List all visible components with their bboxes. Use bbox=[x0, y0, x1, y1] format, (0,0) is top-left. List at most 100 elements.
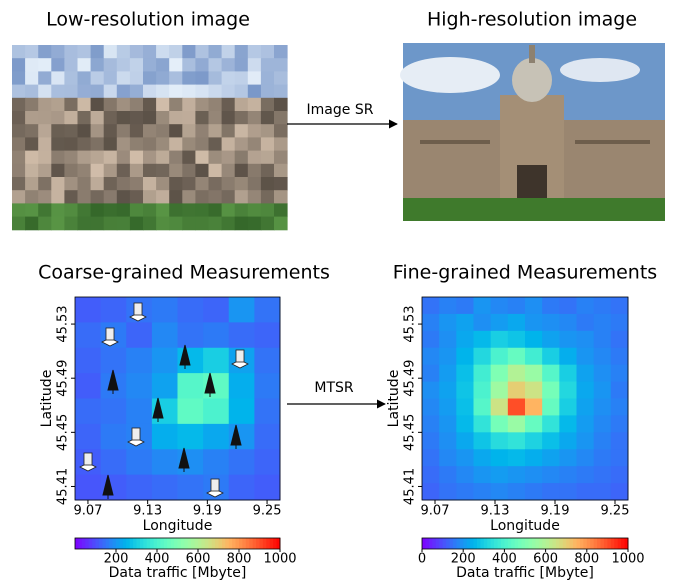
colorbar-segment bbox=[600, 538, 605, 549]
heat-cell bbox=[151, 423, 178, 450]
heat-cell bbox=[203, 297, 230, 323]
colorbar-segment bbox=[139, 538, 144, 549]
heat-cell bbox=[456, 398, 474, 416]
colorbar-segment bbox=[428, 538, 433, 549]
heat-cell bbox=[559, 347, 577, 366]
heat-cell bbox=[610, 330, 629, 349]
colorbar-segment bbox=[221, 538, 226, 549]
pixel bbox=[260, 150, 275, 165]
colorbar-segment bbox=[614, 538, 619, 549]
heat-cell bbox=[593, 297, 612, 315]
pixel bbox=[234, 97, 249, 112]
pixel bbox=[143, 190, 157, 204]
chart-title: Fine-grained Measurements bbox=[393, 262, 657, 284]
colorbar-segment bbox=[463, 538, 468, 549]
pixel bbox=[234, 124, 249, 138]
heat-cell bbox=[593, 432, 612, 450]
pixel bbox=[169, 124, 183, 138]
heat-cell bbox=[490, 466, 509, 484]
colorbar-segment bbox=[133, 538, 137, 549]
colorbar-segment bbox=[160, 538, 165, 549]
heat-cell bbox=[177, 474, 204, 501]
colorbar-segment bbox=[180, 538, 185, 549]
heat-cell bbox=[422, 415, 440, 433]
colorbar-segment bbox=[480, 538, 485, 549]
pixel bbox=[182, 216, 196, 231]
pixel bbox=[169, 71, 183, 86]
pixel bbox=[143, 97, 157, 112]
pixel bbox=[64, 58, 78, 72]
heat-cell bbox=[228, 398, 255, 425]
pixel bbox=[260, 84, 275, 99]
pixel bbox=[195, 84, 209, 99]
pixel bbox=[156, 71, 170, 86]
pixel bbox=[234, 216, 249, 231]
pixel bbox=[12, 58, 26, 72]
heat-cell bbox=[151, 474, 178, 501]
heat-cell bbox=[576, 449, 595, 467]
colorbar-segment bbox=[75, 538, 79, 549]
colorbar-label: Data traffic [Mbyte] bbox=[456, 565, 594, 581]
heat-cell bbox=[456, 364, 474, 383]
colorbar-segment bbox=[95, 538, 100, 549]
pixel bbox=[25, 203, 39, 218]
heat-cell bbox=[439, 330, 457, 349]
pixel bbox=[234, 45, 249, 59]
heat-cell bbox=[593, 347, 612, 366]
colorbar-segment bbox=[573, 538, 577, 549]
pixel bbox=[195, 124, 209, 138]
pixel bbox=[182, 71, 196, 86]
heat-cell bbox=[456, 449, 474, 467]
heat-cell bbox=[576, 364, 595, 383]
colorbar-tick-label: 400 bbox=[145, 552, 170, 567]
pixel bbox=[221, 203, 236, 218]
colorbar-tick-label: 1000 bbox=[263, 552, 296, 567]
heat-cell bbox=[542, 449, 560, 467]
pixel bbox=[208, 216, 223, 231]
pixel bbox=[195, 216, 209, 231]
heat-cell bbox=[422, 347, 440, 366]
colorbar-segment bbox=[446, 538, 450, 549]
pixel bbox=[143, 124, 157, 138]
colorbar-segment bbox=[521, 538, 526, 549]
pixel bbox=[25, 150, 39, 165]
pixel bbox=[129, 203, 144, 218]
y-tick-label: 45.53 bbox=[403, 305, 418, 342]
pixel bbox=[260, 124, 275, 138]
colorbar-segment bbox=[621, 538, 626, 549]
pixel bbox=[77, 177, 92, 191]
heat-cell bbox=[456, 432, 474, 450]
pixel bbox=[169, 111, 183, 125]
colorbar-segment bbox=[218, 538, 223, 549]
pixel bbox=[274, 177, 288, 191]
pixel bbox=[156, 111, 170, 125]
pixel bbox=[247, 177, 262, 191]
pixel bbox=[274, 45, 288, 59]
pixel bbox=[116, 58, 131, 72]
colorbar-segment bbox=[163, 538, 168, 549]
pixel bbox=[169, 203, 183, 218]
colorbar-segment bbox=[473, 538, 478, 549]
y-tick-label: 45.53 bbox=[56, 305, 71, 342]
pixel bbox=[64, 124, 78, 138]
pixel bbox=[129, 137, 144, 152]
pixel bbox=[208, 177, 223, 191]
pixel bbox=[156, 45, 170, 59]
heat-cell bbox=[151, 297, 178, 323]
heat-cell bbox=[203, 423, 230, 450]
heat-cell bbox=[559, 297, 577, 315]
colorbar-segment bbox=[225, 538, 230, 549]
heat-cell bbox=[439, 313, 457, 332]
building-icon bbox=[235, 349, 245, 363]
pixel bbox=[90, 150, 105, 165]
pixel bbox=[221, 163, 236, 178]
heat-cell bbox=[559, 483, 577, 501]
colorbar-segment bbox=[531, 538, 536, 549]
pixel bbox=[247, 97, 262, 112]
pixel bbox=[195, 71, 209, 86]
pixel bbox=[12, 150, 26, 165]
colorbar-segment bbox=[235, 538, 240, 549]
pixel bbox=[234, 203, 249, 218]
pixel bbox=[103, 203, 118, 218]
colorbar-segment bbox=[525, 538, 529, 549]
